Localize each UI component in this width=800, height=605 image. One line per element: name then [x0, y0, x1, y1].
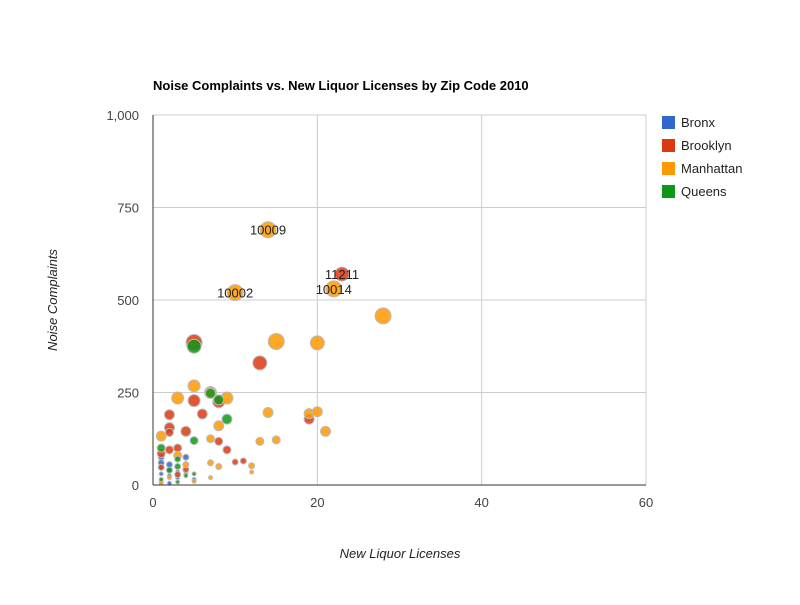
bubble-brooklyn[interactable]	[222, 445, 232, 455]
y-tick-label: 1,000	[106, 108, 139, 123]
bubble-brooklyn[interactable]	[164, 445, 174, 455]
bubble-manhattan[interactable]	[226, 284, 244, 302]
bubble-brooklyn[interactable]	[180, 425, 192, 437]
bubble-brooklyn[interactable]	[214, 436, 224, 446]
bubble-queens[interactable]	[189, 436, 199, 446]
y-tick-label: 750	[117, 201, 139, 216]
bubble-queens[interactable]	[191, 471, 197, 477]
bubble-manhattan[interactable]	[374, 307, 392, 325]
bubble-label: 10002	[217, 286, 253, 301]
bubble-queens[interactable]	[156, 443, 166, 453]
bubble-manhattan[interactable]	[213, 420, 225, 432]
bubble-queens[interactable]	[205, 387, 217, 399]
bubble-bronx[interactable]	[158, 471, 164, 477]
bubble-brooklyn[interactable]	[334, 266, 350, 282]
bubble-queens[interactable]	[174, 455, 182, 463]
bubble-brooklyn[interactable]	[187, 394, 201, 408]
bubble-manhattan[interactable]	[249, 469, 255, 475]
legend-label-queens[interactable]: Queens	[681, 184, 727, 199]
x-tick-label: 60	[639, 495, 653, 510]
bubble-manhattan[interactable]	[262, 406, 274, 418]
y-tick-label: 250	[117, 386, 139, 401]
bubble-brooklyn[interactable]	[174, 471, 182, 479]
x-axis-title: New Liquor Licenses	[340, 546, 461, 561]
y-axis-title: Noise Complaints	[45, 249, 60, 351]
bubble-brooklyn[interactable]	[173, 443, 183, 453]
bubble-manhattan[interactable]	[248, 462, 256, 470]
legend: Bronx Brooklyn Manhattan Queens	[662, 115, 742, 199]
bubble-queens[interactable]	[186, 338, 202, 354]
bubble-manhattan[interactable]	[187, 379, 201, 393]
legend-label-bronx[interactable]: Bronx	[681, 115, 715, 130]
x-tick-label: 20	[310, 495, 324, 510]
bubble-manhattan[interactable]	[320, 425, 332, 437]
bubble-manhattan[interactable]	[309, 335, 325, 351]
bubble-manhattan[interactable]	[311, 406, 323, 418]
bubble-label: 10009	[250, 223, 286, 238]
bubble-queens[interactable]	[158, 476, 164, 482]
legend-swatch-queens	[662, 185, 675, 198]
bubble-manhattan[interactable]	[206, 434, 216, 444]
axes-layer: 0 20 40 60 0 250 500 750 1,000	[106, 108, 653, 510]
y-tick-label: 500	[117, 293, 139, 308]
bubble-manhattan[interactable]	[182, 461, 190, 469]
bubble-manhattan[interactable]	[271, 435, 281, 445]
y-tick-label: 0	[132, 478, 139, 493]
bubble-manhattan[interactable]	[215, 463, 223, 470]
bubble-manhattan[interactable]	[191, 478, 197, 484]
bubble-manhattan[interactable]	[259, 221, 277, 239]
bubble-queens[interactable]	[175, 479, 181, 485]
bubble-manhattan[interactable]	[207, 459, 215, 467]
bubble-manhattan[interactable]	[166, 475, 172, 481]
bubble-bronx[interactable]	[182, 453, 190, 461]
bubble-manhattan[interactable]	[267, 332, 285, 350]
legend-swatch-bronx	[662, 116, 675, 129]
bubble-label: 11211	[325, 267, 359, 282]
x-tick-label: 40	[474, 495, 488, 510]
bubble-brooklyn[interactable]	[164, 427, 174, 437]
bubble-queens[interactable]	[221, 413, 233, 425]
bubble-brooklyn[interactable]	[231, 458, 239, 466]
legend-swatch-manhattan	[662, 162, 675, 175]
bubble-queens[interactable]	[174, 463, 182, 470]
bubble-manhattan[interactable]	[208, 475, 214, 481]
legend-label-brooklyn[interactable]: Brooklyn	[681, 138, 732, 153]
bubble-queens[interactable]	[213, 394, 225, 406]
legend-swatch-brooklyn	[662, 139, 675, 152]
bubble-queens[interactable]	[183, 473, 189, 479]
x-tick-label: 0	[149, 495, 156, 510]
bubble-brooklyn[interactable]	[157, 463, 165, 471]
bubble-manhattan[interactable]	[255, 436, 265, 446]
bubble-manhattan[interactable]	[325, 280, 343, 298]
bubble-queens[interactable]	[165, 466, 173, 474]
bubble-brooklyn[interactable]	[163, 409, 175, 421]
bubble-brooklyn[interactable]	[239, 457, 247, 465]
bubble-label: 10014	[316, 282, 352, 297]
bubble-manhattan[interactable]	[171, 391, 185, 405]
chart-title: Noise Complaints vs. New Liquor Licenses…	[153, 78, 529, 93]
bubble-brooklyn[interactable]	[196, 408, 208, 420]
bubble-labels-layer: 11211 10009 10014 10002	[217, 223, 359, 301]
bubble-manhattan[interactable]	[155, 430, 167, 442]
bubble-brooklyn[interactable]	[252, 355, 268, 371]
bubbles-layer	[155, 221, 392, 486]
legend-label-manhattan[interactable]: Manhattan	[681, 161, 742, 176]
